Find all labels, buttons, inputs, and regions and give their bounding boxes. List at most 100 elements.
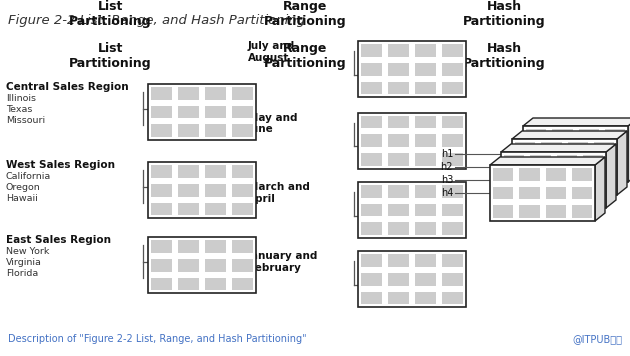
Bar [526, 129, 546, 142]
Bar [232, 87, 253, 100]
Bar [515, 161, 535, 173]
Bar [578, 148, 598, 160]
Bar [361, 116, 382, 128]
Bar [148, 162, 256, 219]
Bar [556, 174, 576, 186]
Polygon shape [512, 131, 627, 139]
Bar [593, 179, 614, 192]
Bar [388, 63, 409, 76]
Bar [178, 203, 199, 215]
Bar [415, 116, 436, 128]
Bar [530, 192, 551, 205]
Bar [205, 203, 226, 215]
Bar [572, 205, 592, 218]
Bar [504, 174, 524, 186]
Bar [178, 278, 199, 290]
Bar [358, 251, 466, 308]
Bar [388, 255, 409, 267]
Bar [358, 112, 466, 169]
Bar [583, 192, 603, 205]
Bar [593, 142, 614, 155]
Bar [205, 184, 226, 197]
Text: May and
June: May and June [248, 112, 297, 134]
Bar [568, 161, 588, 173]
Bar [358, 41, 466, 98]
Bar [546, 168, 566, 180]
Bar [442, 255, 463, 267]
Bar [605, 129, 625, 142]
Bar [442, 63, 463, 76]
Bar [493, 205, 513, 218]
Bar [388, 292, 409, 304]
Bar [361, 204, 382, 216]
Bar [415, 82, 436, 94]
Text: Figure 2-2 List, Range, and Hash Partitioning: Figure 2-2 List, Range, and Hash Partiti… [8, 14, 305, 27]
Text: Virginia: Virginia [6, 258, 42, 267]
Text: List
Partitioning: List Partitioning [69, 0, 152, 28]
Bar [151, 125, 172, 137]
Bar [541, 179, 561, 192]
Bar [361, 255, 382, 267]
Bar [205, 259, 226, 272]
Bar [442, 82, 463, 94]
Bar [442, 44, 463, 57]
Text: Central Sales Region: Central Sales Region [6, 82, 129, 92]
Bar [530, 155, 551, 168]
Bar [490, 165, 595, 221]
Bar [232, 203, 253, 215]
Bar [232, 106, 253, 119]
Bar [556, 155, 576, 168]
Bar [605, 166, 625, 179]
Bar [442, 185, 463, 198]
Bar [151, 240, 172, 253]
Bar [415, 222, 436, 235]
Bar [578, 129, 598, 142]
Polygon shape [617, 131, 627, 195]
Bar [415, 204, 436, 216]
Text: West Sales Region: West Sales Region [6, 161, 115, 171]
Text: h1: h1 [440, 149, 453, 159]
Bar [553, 129, 573, 142]
Bar [526, 166, 546, 179]
Bar [553, 148, 573, 160]
Bar [148, 84, 256, 140]
Bar [572, 187, 592, 199]
Bar [442, 134, 463, 147]
Bar [151, 87, 172, 100]
Bar [178, 106, 199, 119]
Text: h4: h4 [440, 188, 453, 198]
Bar [388, 222, 409, 235]
Bar [358, 182, 466, 238]
Bar [178, 166, 199, 178]
Bar [442, 292, 463, 304]
Text: Hash
Partitioning: Hash Partitioning [462, 42, 546, 70]
Bar [519, 168, 539, 180]
Text: California: California [6, 172, 51, 182]
Bar [526, 148, 546, 160]
Text: January and
February: January and February [248, 251, 318, 273]
Text: New York: New York [6, 247, 49, 256]
Bar [493, 168, 513, 180]
Bar [151, 184, 172, 197]
Bar [205, 106, 226, 119]
Text: Hawaii: Hawaii [6, 194, 38, 204]
Bar [572, 168, 592, 180]
Bar [232, 184, 253, 197]
Bar [232, 278, 253, 290]
Bar [501, 152, 606, 208]
Text: List
Partitioning: List Partitioning [69, 42, 152, 70]
Text: Oregon: Oregon [6, 183, 41, 193]
Bar [442, 153, 463, 166]
Polygon shape [490, 157, 605, 165]
Bar [541, 142, 561, 155]
Bar [388, 153, 409, 166]
Text: Texas: Texas [6, 105, 32, 114]
Bar [415, 255, 436, 267]
Bar [151, 166, 172, 178]
Bar [361, 273, 382, 286]
Bar [605, 148, 625, 160]
Bar [151, 259, 172, 272]
Polygon shape [628, 118, 630, 182]
Bar [442, 116, 463, 128]
Bar [151, 203, 172, 215]
